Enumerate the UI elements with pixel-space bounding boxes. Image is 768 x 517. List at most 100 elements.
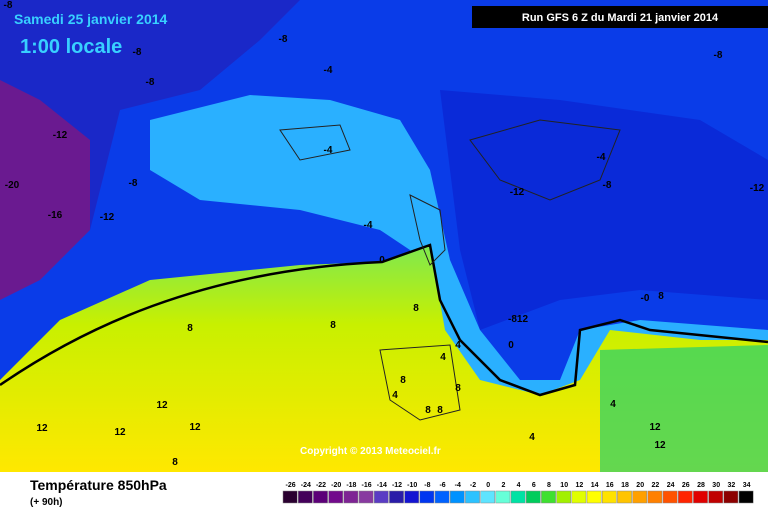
color-swatch (525, 490, 541, 504)
east-mild (600, 345, 768, 472)
contour-label: 4 (529, 432, 535, 443)
colorbar-tick-label: 22 (652, 482, 660, 489)
colorbar-tick-label: -18 (346, 482, 356, 489)
color-swatch (662, 490, 678, 504)
colorbar-tick-label: -22 (316, 482, 326, 489)
contour-label: 4 (440, 352, 446, 363)
run-label: Run GFS 6 Z du Mardi 21 janvier 2014 (522, 12, 719, 24)
color-swatch (358, 490, 374, 504)
colorbar-tick-label: -16 (362, 482, 372, 489)
colorbar-tick-label: -10 (407, 482, 417, 489)
contour-label: -16 (48, 210, 63, 221)
contour-label: 0 (379, 255, 385, 266)
color-swatch (617, 490, 632, 504)
contour-label: 8 (172, 457, 178, 468)
colorbar-tick-label: -14 (377, 482, 387, 489)
color-swatch (677, 490, 693, 504)
color-swatch (693, 490, 708, 504)
colorbar-tick-label: -12 (392, 482, 402, 489)
contour-label: 4 (392, 390, 398, 401)
contour-label: -8 (4, 0, 13, 11)
colorbar-tick-label: -6 (439, 482, 445, 489)
copyright: Copyright © 2013 Meteociel.fr (300, 446, 441, 457)
color-swatch (480, 490, 496, 504)
contour-label: 8 (413, 303, 419, 314)
color-swatch (541, 490, 556, 504)
contour-label: -4 (597, 152, 606, 163)
colorbar-tick-label: 2 (501, 482, 505, 489)
color-swatch (586, 490, 602, 504)
colorbar-tick-label: 4 (517, 482, 521, 489)
colorbar-tick-label: -24 (301, 482, 311, 489)
colorbar-tick-label: -4 (455, 482, 461, 489)
contour-labels: -8 -8 -8 -4 -8 -8 -12 -4 -4 -20 -8 -8 -12 -12 -16 -12 -4… (4, 0, 765, 468)
color-swatch (632, 490, 648, 504)
color-swatch (571, 490, 587, 504)
contour-label: 8 (425, 405, 431, 416)
very-cold-zone (0, 80, 90, 300)
zero-isotherm (0, 243, 768, 397)
colorbar-tick-label: 0 (486, 482, 490, 489)
color-swatch (343, 490, 359, 504)
contour-label: 8 (455, 383, 461, 394)
warm-zone (0, 245, 768, 472)
color-swatch (495, 490, 511, 504)
contour-label: -8 (129, 178, 138, 189)
contour-label: 12 (156, 400, 168, 411)
colorbar-tick-label: -8 (424, 482, 430, 489)
colorbar-tick-label: 12 (576, 482, 584, 489)
contour-label: 8 (400, 375, 406, 386)
contour-label: -8 (133, 47, 142, 58)
colorbar-tick-label: -20 (331, 482, 341, 489)
contour-label: 8 (437, 405, 443, 416)
colorbar-tick-label: 24 (667, 482, 675, 489)
colorbar-tick-label: -2 (470, 482, 476, 489)
color-swatch (404, 490, 420, 504)
contour-label: -812 (508, 314, 528, 325)
color-swatch (738, 490, 754, 504)
color-swatch (723, 490, 739, 504)
colorbar-tick-label: 10 (560, 482, 568, 489)
contour-label: -8 (603, 180, 612, 191)
contour-label: 12 (36, 423, 48, 434)
colorbar: -26 -24 -22 -20 -18 -16 -14 -12 -10 -8 -6 -4 -2 0 2 4 6 8… (282, 482, 754, 504)
color-swatch (601, 490, 617, 504)
colorbar-tick-label: -26 (286, 482, 296, 489)
contour-label: -20 (5, 180, 20, 191)
color-swatch (282, 490, 298, 504)
color-swatch (556, 490, 572, 504)
mild-band (150, 95, 768, 400)
contour-label: 8 (658, 291, 664, 302)
contour-label: -12 (100, 212, 115, 223)
color-swatch (373, 490, 389, 504)
footer-title: Température 850hPa (30, 477, 167, 493)
colorbar-tick-label: 30 (712, 482, 720, 489)
color-swatch (449, 490, 465, 504)
colorbar-tick-label: 16 (606, 482, 614, 489)
contour-label: 12 (114, 427, 126, 438)
time-label: 1:00 locale (20, 36, 122, 58)
colorbar-tick-label: 26 (682, 482, 690, 489)
colorbar-tick-label: 18 (621, 482, 629, 489)
contour-label: 0 (508, 340, 514, 351)
contour-label: -8 (279, 34, 288, 45)
contour-label: -4 (324, 145, 333, 156)
contour-label: 12 (649, 422, 661, 433)
colorbar-tick-label: 8 (547, 482, 551, 489)
coastline (279, 119, 621, 421)
run-box (472, 6, 768, 28)
color-swatch (434, 490, 450, 504)
contour-label: -4 (324, 65, 333, 76)
color-swatch (465, 490, 480, 504)
color-swatch (389, 490, 404, 504)
contour-label: 8 (330, 320, 336, 331)
contour-label: -4 (364, 220, 373, 231)
color-swatch (297, 490, 313, 504)
contour-label: -12 (750, 183, 765, 194)
colorbar-tick-label: 34 (743, 482, 751, 489)
contour-label: 12 (654, 440, 666, 451)
colorbar-tick-label: 32 (728, 482, 736, 489)
color-swatch (313, 490, 328, 504)
colorbar-tick-label: 20 (636, 482, 644, 489)
color-swatch (510, 490, 526, 504)
